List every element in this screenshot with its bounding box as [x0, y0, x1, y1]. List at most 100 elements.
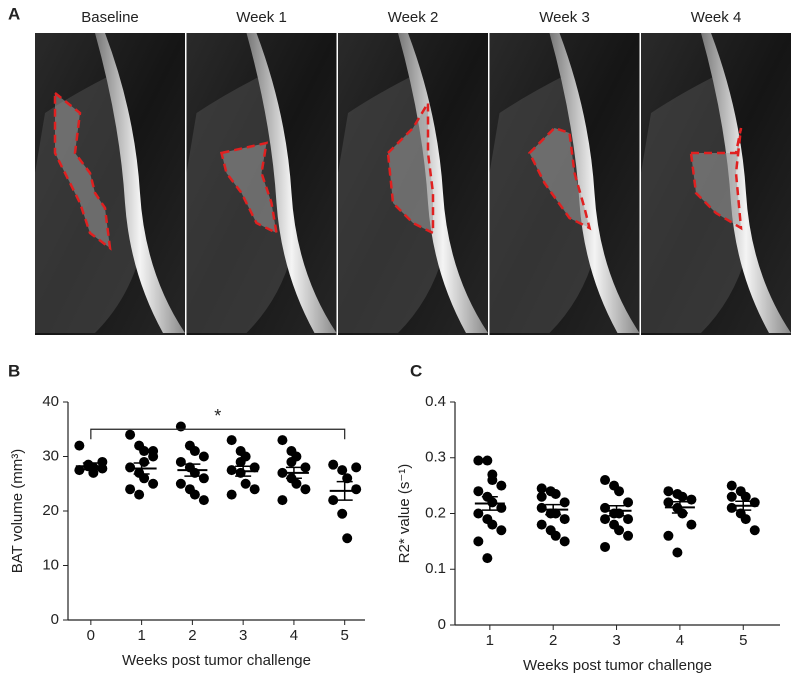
y-tick-label: 0.4 — [425, 393, 446, 410]
data-point — [623, 514, 634, 525]
data-point — [249, 484, 260, 495]
data-point — [351, 462, 362, 473]
tissue — [489, 73, 600, 333]
data-point — [536, 483, 547, 494]
panel-label: B — [8, 361, 20, 380]
error-bar — [184, 463, 201, 477]
data-point — [198, 473, 209, 484]
x-tick-label: 0 — [87, 627, 95, 644]
data-point — [473, 508, 484, 519]
x-axis-label: Weeks post tumor challenge — [523, 657, 712, 674]
data-point — [240, 478, 251, 489]
x-tick-label: 4 — [676, 632, 684, 649]
image-label: Baseline — [81, 9, 139, 26]
data-point — [139, 446, 150, 457]
data-point — [473, 536, 484, 547]
data-point — [337, 508, 348, 519]
data-point — [235, 456, 246, 467]
data-point — [749, 525, 760, 536]
data-point — [125, 429, 136, 440]
error-bar — [235, 465, 252, 477]
data-point — [134, 489, 145, 500]
data-point — [226, 489, 237, 500]
x-tick-label: 5 — [739, 632, 747, 649]
image-label: Week 1 — [236, 9, 287, 26]
x-axis-label: Weeks post tumor challenge — [122, 652, 311, 669]
data-point — [277, 495, 288, 506]
data-point — [226, 435, 237, 446]
error-bar — [336, 480, 353, 501]
significance-label: * — [214, 406, 221, 426]
panel-label: C — [410, 361, 422, 380]
data-point — [663, 486, 674, 497]
x-tick-label: 3 — [612, 632, 620, 649]
data-point — [487, 497, 498, 508]
data-point — [482, 455, 493, 466]
data-point — [175, 478, 186, 489]
bat-outline — [527, 126, 592, 231]
data-point — [559, 536, 570, 547]
significance-bracket — [90, 428, 346, 440]
y-axis-label: BAT volume (mm³) — [9, 449, 26, 573]
y-axis-label: R2* value (s⁻¹) — [396, 464, 413, 564]
fat-layer — [549, 33, 640, 333]
data-point — [550, 488, 561, 499]
mri-image — [35, 33, 185, 335]
y-tick-label: 0.1 — [425, 560, 446, 577]
data-point — [482, 553, 493, 564]
data-point — [337, 465, 348, 476]
mri-image — [186, 33, 337, 335]
bat-outline — [53, 90, 112, 251]
fat-layer — [398, 33, 488, 333]
error-bar — [285, 466, 302, 480]
error-bar — [133, 462, 150, 475]
data-point — [473, 455, 484, 466]
error-bar — [608, 504, 625, 517]
data-point — [726, 480, 737, 491]
data-point — [148, 478, 159, 489]
data-point — [496, 502, 507, 513]
y-tick-label: 0 — [51, 611, 59, 628]
bat-outline — [386, 98, 435, 236]
data-point — [198, 495, 209, 506]
data-point — [286, 456, 297, 467]
fat-layer — [701, 33, 791, 333]
y-tick-label: 10 — [42, 556, 59, 573]
data-point — [614, 486, 625, 497]
data-point — [726, 502, 737, 513]
data-point — [536, 519, 547, 530]
data-point — [328, 495, 339, 506]
error-bar — [671, 501, 688, 514]
data-point — [139, 473, 150, 484]
data-point — [496, 525, 507, 536]
data-point — [74, 440, 85, 451]
mri-image — [338, 33, 488, 335]
y-tick-label: 20 — [42, 502, 59, 519]
data-point — [473, 486, 484, 497]
data-point — [686, 519, 697, 530]
bat-region — [388, 103, 433, 233]
error-bar — [82, 462, 99, 471]
bat-region — [529, 128, 590, 228]
data-point — [559, 497, 570, 508]
data-point — [175, 421, 186, 432]
data-point — [148, 446, 159, 457]
bat-outline — [689, 127, 743, 231]
data-point — [672, 547, 683, 558]
data-point — [614, 525, 625, 536]
data-point — [189, 446, 200, 457]
fat-layer — [246, 33, 337, 333]
data-point — [74, 465, 85, 476]
data-point — [351, 484, 362, 495]
error-bar — [545, 503, 562, 516]
data-point — [740, 491, 751, 502]
data-point — [226, 465, 237, 476]
data-point — [677, 491, 688, 502]
y-tick-label: 30 — [42, 447, 59, 464]
data-point — [600, 514, 611, 525]
data-point — [328, 459, 339, 470]
x-tick-label: 4 — [290, 627, 298, 644]
bat-region — [691, 128, 741, 228]
x-tick-label: 5 — [341, 627, 349, 644]
